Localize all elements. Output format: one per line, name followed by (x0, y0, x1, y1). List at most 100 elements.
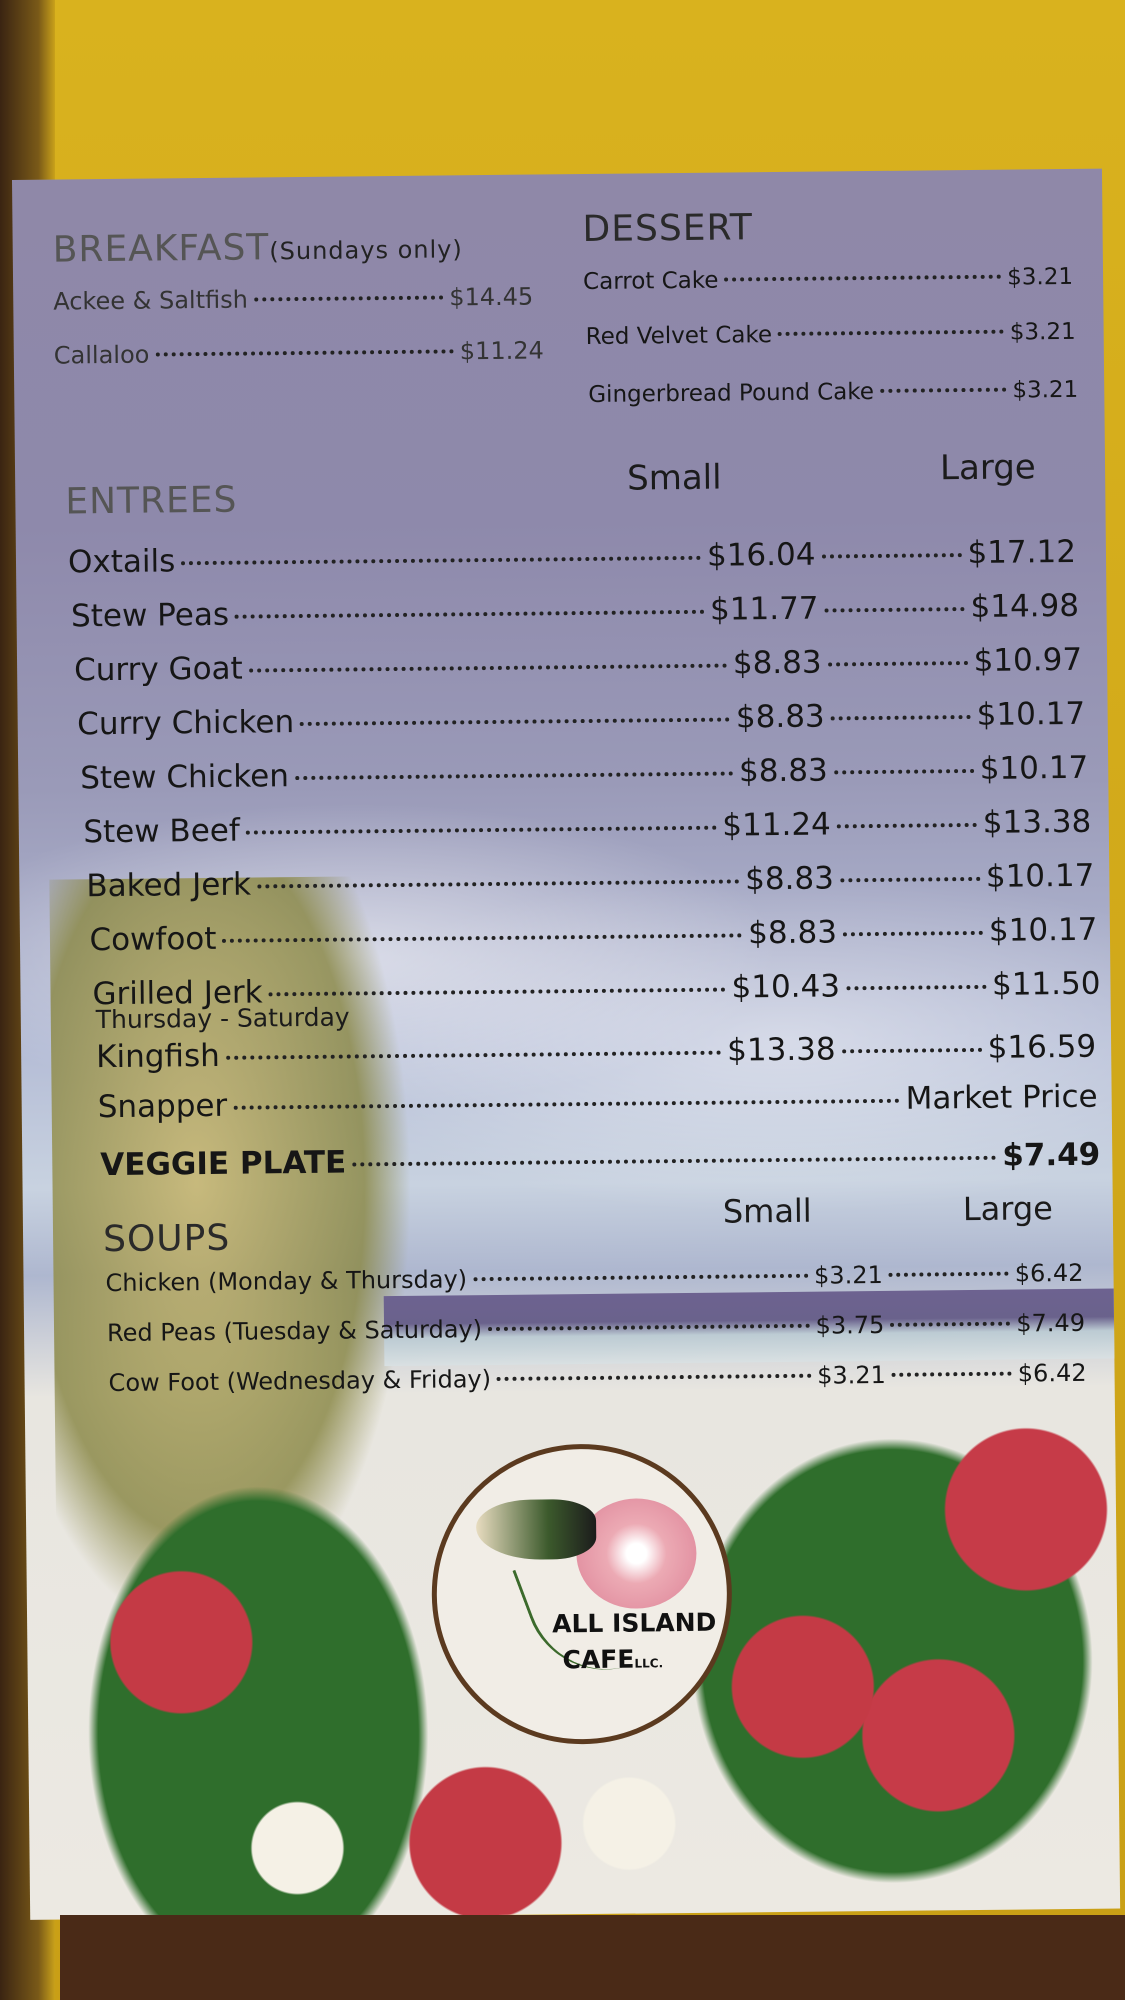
dot-leader (890, 1321, 1011, 1327)
small-column-header: Small (626, 457, 722, 499)
menu-item: Stew Peas $11.77 $14.98 (71, 588, 1079, 635)
dot-leader (778, 329, 1004, 336)
dot-leader (222, 933, 743, 943)
dot-leader (233, 1098, 900, 1110)
large-price: $14.98 (970, 587, 1080, 625)
small-price: $3.21 (816, 1360, 886, 1390)
large-column-header: Large (939, 447, 1036, 489)
dot-leader (833, 768, 974, 775)
small-column-header: Small (722, 1191, 812, 1231)
item-name: Callaloo (53, 340, 150, 370)
item-price: $3.21 (1012, 376, 1079, 404)
dot-leader (824, 607, 965, 613)
large-price: $6.42 (1017, 1358, 1087, 1388)
dot-leader (827, 661, 968, 667)
large-column-header: Large (962, 1189, 1054, 1229)
item-name: Snapper (97, 1087, 228, 1126)
dot-leader (294, 771, 734, 781)
menu-item: Curry Chicken $8.83 $10.17 (77, 696, 1085, 743)
item-name: Cow Foot (Wednesday & Friday) (108, 1365, 492, 1398)
large-price: $13.38 (982, 803, 1092, 841)
logo-suffix: LLC. (634, 1656, 664, 1671)
dessert-title: DESSERT (582, 207, 754, 251)
item-name: Curry Goat (73, 650, 243, 689)
item-name: Carrot Cake (582, 267, 719, 296)
menu-item: Callaloo $11.24 (54, 336, 544, 369)
large-price: $7.49 (1016, 1308, 1086, 1338)
menu-item: Carrot Cake $3.21 (583, 264, 1073, 295)
hibiscus-leaves-decoration (664, 1408, 1121, 1914)
dot-leader (497, 1373, 812, 1381)
item-price: $7.49 (1002, 1136, 1101, 1174)
item-name: Cowfoot (89, 920, 217, 959)
dot-leader (830, 714, 971, 721)
large-price: $16.59 (987, 1028, 1097, 1066)
small-price: $8.83 (735, 698, 825, 736)
small-price: $16.04 (706, 536, 816, 574)
dot-leader (836, 822, 977, 829)
dot-leader (821, 553, 962, 559)
item-name: Stew Beef (83, 812, 240, 851)
item-price: $14.45 (449, 282, 534, 312)
item-name: VEGGIE PLATE (100, 1144, 347, 1184)
logo-name-line2: CAFELLC. (562, 1644, 664, 1675)
item-name: Chicken (Monday & Thursday) (105, 1265, 468, 1298)
large-price: $10.17 (979, 749, 1089, 787)
large-price: $6.42 (1014, 1258, 1084, 1288)
dot-leader (155, 349, 454, 357)
dot-leader (181, 555, 702, 566)
small-price: $8.83 (748, 914, 838, 952)
item-name: Stew Peas (70, 596, 230, 635)
dot-leader (268, 987, 726, 997)
item-name: Kingfish (96, 1037, 220, 1076)
dot-leader (841, 1047, 982, 1054)
entrees-title: ENTREES (65, 479, 238, 523)
small-price: $8.83 (732, 644, 822, 682)
item-name: Red Peas (Tuesday & Saturday) (106, 1315, 483, 1348)
large-price: $11.50 (991, 965, 1101, 1003)
logo-name: ALL ISLAND (551, 1607, 717, 1639)
large-price: $10.97 (973, 641, 1083, 679)
item-price: $11.24 (459, 336, 544, 366)
menu-item: Gingerbread Pound Cake $3.21 (588, 377, 1078, 408)
large-price: $10.17 (985, 857, 1095, 895)
item-price: $3.21 (1009, 318, 1076, 346)
menu-board: BREAKFAST(Sundays only) Ackee & Saltfish… (12, 168, 1121, 1920)
dot-leader (846, 984, 987, 991)
dot-leader (842, 930, 983, 937)
item-name: Stew Chicken (80, 758, 290, 797)
small-price: $8.83 (744, 860, 835, 898)
dot-leader (888, 1271, 1009, 1277)
dot-leader (487, 1323, 810, 1332)
item-name: Baked Jerk (86, 866, 252, 905)
breakfast-title: BREAKFAST(Sundays only) (53, 225, 463, 270)
small-price: $10.43 (731, 968, 841, 1006)
large-price: $10.17 (976, 695, 1086, 733)
dot-leader (225, 1050, 722, 1060)
logo-cafe: CAFE (562, 1644, 635, 1675)
small-price: $13.38 (726, 1031, 836, 1069)
soups-title: SOUPS (102, 1217, 231, 1261)
dot-leader (724, 274, 1002, 282)
dot-leader (839, 876, 980, 883)
item-name: Red Velvet Cake (585, 322, 773, 351)
dot-leader (473, 1273, 809, 1282)
small-price: $3.21 (813, 1260, 883, 1290)
dot-leader (245, 825, 717, 835)
dot-leader (891, 1371, 1012, 1377)
dot-leader (879, 387, 1007, 393)
dot-leader (248, 663, 727, 673)
small-price: $3.75 (815, 1310, 885, 1340)
menu-item: Ackee & Saltfish $14.45 (53, 283, 533, 316)
breakfast-heading: BREAKFAST (52, 227, 270, 271)
item-price: $3.21 (1007, 263, 1074, 291)
menu-item: Red Velvet Cake $3.21 (586, 319, 1076, 350)
small-price: $11.77 (709, 590, 819, 628)
fish-availability-note: Thursday - Saturday (95, 1002, 350, 1035)
item-price: Market Price (905, 1078, 1098, 1117)
large-price: $10.17 (988, 911, 1098, 949)
dot-leader (352, 1155, 997, 1167)
large-price: $17.12 (967, 533, 1077, 572)
dot-leader (300, 717, 730, 727)
menu-item: Oxtails $16.04 $17.12 (68, 534, 1076, 581)
